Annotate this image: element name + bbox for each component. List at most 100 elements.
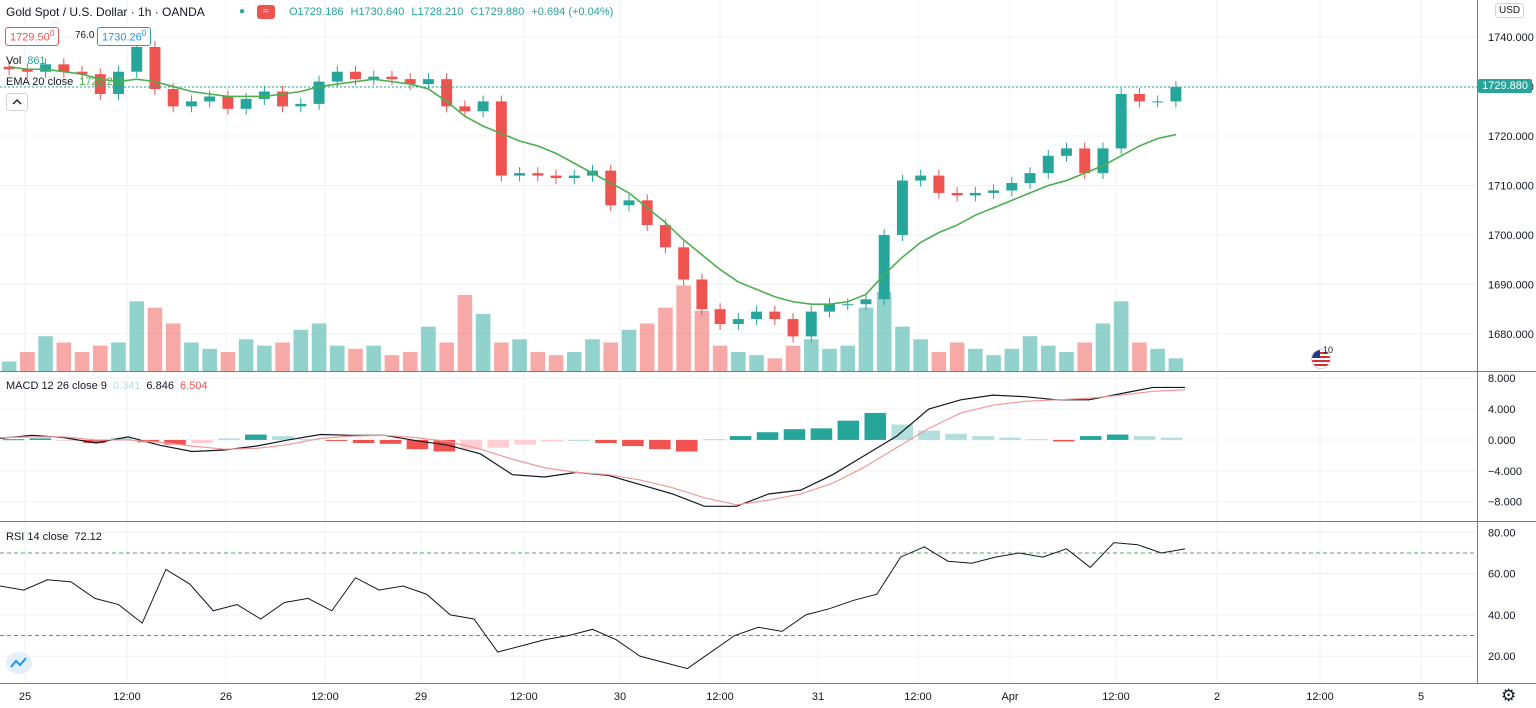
candle-body <box>550 175 562 179</box>
us-flag-shape <box>1312 350 1330 368</box>
candle-body <box>514 173 526 176</box>
rsi-axis[interactable]: 20.00 40.00 60.00 80.00 <box>1488 527 1516 663</box>
ask-small-digit: 0 <box>141 29 147 38</box>
time-tick-label: 25 <box>19 691 31 703</box>
volume-value: 861 <box>27 55 46 67</box>
bid-small-digit: 0 <box>49 29 55 38</box>
volume-bar <box>803 339 819 371</box>
axis-tick-label: 20.00 <box>1488 651 1516 663</box>
candle-body <box>277 91 289 107</box>
rsi-value: 72.12 <box>74 531 102 543</box>
macd-histogram-bar <box>325 439 348 441</box>
time-tick-label: 12:00 <box>1102 691 1130 703</box>
candle-body <box>58 64 70 72</box>
candle-body <box>404 79 416 85</box>
tv-logo-icon[interactable] <box>6 652 32 674</box>
macd-histogram-bar <box>218 438 240 440</box>
volume-bar <box>676 285 691 371</box>
wave-icon[interactable]: ≈ <box>257 5 275 19</box>
macd-histogram-bar <box>837 420 860 440</box>
candle-body <box>368 76 380 80</box>
macd-axis[interactable]: −8.000 −4.000 0.000 4.000 8.000 <box>1488 373 1522 509</box>
macd-histogram-bar <box>999 437 1021 440</box>
macd-histogram-bar <box>622 439 644 447</box>
macd-histogram-bar <box>1106 434 1129 440</box>
volume-bar <box>621 329 637 371</box>
ohlc-low: L1728.210 <box>411 6 464 18</box>
candle-body <box>714 309 726 325</box>
volume-bar <box>694 310 710 371</box>
volume-bars <box>1 285 1184 371</box>
volume-bar <box>530 352 546 371</box>
volume-bar <box>1 361 17 371</box>
volume-bar <box>1132 342 1147 371</box>
collapse-arrow-icon[interactable] <box>6 93 28 111</box>
macd-histogram-bar <box>756 432 779 440</box>
rsi-legend: RSI 14 close 72.12 <box>6 531 108 543</box>
volume-bar <box>931 352 947 371</box>
axis-tick-label: −4.000 <box>1488 466 1522 478</box>
volume-bar <box>968 348 983 371</box>
volume-bar <box>475 314 491 371</box>
volume-bar <box>1168 358 1184 371</box>
symbol-title: Gold Spot / U.S. Dollar · 1h · OANDA <box>6 5 205 19</box>
macd-histogram-bar <box>406 439 429 450</box>
candle-body <box>969 192 981 196</box>
ask-price: 1730.26 <box>102 31 142 44</box>
volume-bar <box>658 307 673 371</box>
volume-bar <box>785 345 801 371</box>
candle-body <box>131 46 143 72</box>
ohlc-close: C1729.880 <box>470 6 525 18</box>
time-axis[interactable]: 25 12:00 26 12:00 29 12:00 30 12:00 31 12:00 Apr 12… <box>19 691 1424 703</box>
volume-bar <box>1004 348 1020 371</box>
us-flag-icon[interactable] <box>1311 349 1331 369</box>
macd-histogram-bar <box>352 439 375 444</box>
volume-bar <box>876 291 892 371</box>
macd-histogram-bar <box>1026 439 1048 441</box>
volume-bar <box>184 342 199 371</box>
axis-tick-label: 4.000 <box>1488 404 1516 416</box>
candle-body <box>896 180 908 235</box>
gear-icon[interactable]: ⚙ <box>1501 686 1517 705</box>
dot-icon[interactable]: ● <box>238 6 246 17</box>
volume-bar <box>566 352 582 371</box>
time-tick-label: 12:00 <box>706 691 734 703</box>
volume-bar <box>457 295 473 371</box>
macd-histogram-bar <box>487 439 510 448</box>
macd-signal-line <box>0 389 1186 506</box>
volume-bar <box>840 345 856 371</box>
candle-body <box>1042 155 1054 174</box>
currency-badge[interactable]: USD <box>1495 3 1525 18</box>
candle-body <box>113 71 124 94</box>
macd-histogram-bar <box>675 439 698 452</box>
sell-button[interactable]: 1729.500 <box>5 27 60 46</box>
ema-20-line <box>9 65 1177 306</box>
candle-body <box>623 200 635 206</box>
candle-body <box>222 96 234 109</box>
macd-histogram-bar <box>945 433 967 440</box>
volume-bar <box>275 342 290 371</box>
volume-bar <box>384 355 400 371</box>
volume-bar <box>439 342 454 371</box>
candle-body <box>1024 173 1036 184</box>
volume-bar <box>895 326 910 371</box>
time-tick-label: 29 <box>415 691 427 703</box>
candle-body <box>824 304 835 312</box>
macd-histogram-bar <box>918 430 940 440</box>
candle-body <box>732 319 744 325</box>
tv-logo-shape <box>10 657 27 668</box>
volume-bar <box>165 323 181 371</box>
price-axis[interactable]: 1680.000 1690.000 1700.000 1710.000 1720.000… <box>1488 32 1534 341</box>
time-tick-label: 12:00 <box>113 691 141 703</box>
macd-histogram-bar <box>729 436 752 440</box>
ohlc-change: +0.694 (+0.04%) <box>531 6 614 18</box>
volume-bar <box>402 352 418 371</box>
candle-body <box>185 101 197 107</box>
buy-button[interactable]: 1730.260 <box>97 27 152 46</box>
rsi-line <box>0 542 1186 670</box>
ema-legend: EMA 20 close 1720.282 <box>6 76 131 88</box>
time-tick-label: 5 <box>1418 691 1424 703</box>
macd-histogram-bar <box>568 439 590 441</box>
macd-histogram-bar <box>864 412 887 440</box>
